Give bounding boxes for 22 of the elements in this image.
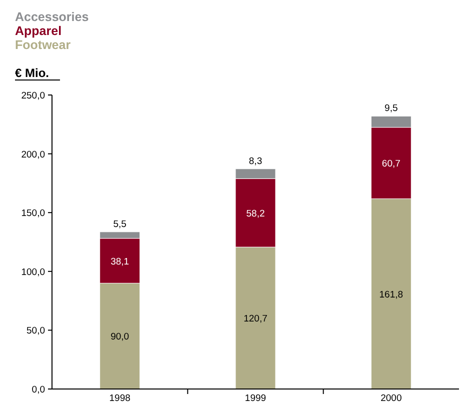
data-label: 120,7 [244,314,268,325]
y-tick-label: 150,0 [21,208,45,220]
data-label: 38,1 [110,256,130,268]
y-axis-title: € Mio. [15,66,50,80]
x-tick-label: 1998 [109,393,130,403]
text: Apparel [15,24,62,38]
data-label: 58,2 [246,208,265,220]
data-label: 90,0 [110,332,130,343]
x-tick-label: 2000 [380,393,402,403]
data-label: 5,5 [113,218,126,230]
text: Footwear [15,38,71,52]
y-tick-label: 200,0 [21,149,45,160]
data-label: 161,8 [379,289,404,300]
data-label: 9,5 [384,103,398,114]
y-tick-label: 100,0 [21,266,45,278]
text: Accessories [15,10,89,24]
y-tick-label: 0,0 [32,384,45,396]
data-label: 60,7 [382,158,400,170]
data-label: 8,3 [248,156,262,167]
y-tick-label: 50,0 [26,326,45,337]
x-tick-label: 1999 [244,393,266,403]
y-tick-label: 250,0 [21,90,45,102]
